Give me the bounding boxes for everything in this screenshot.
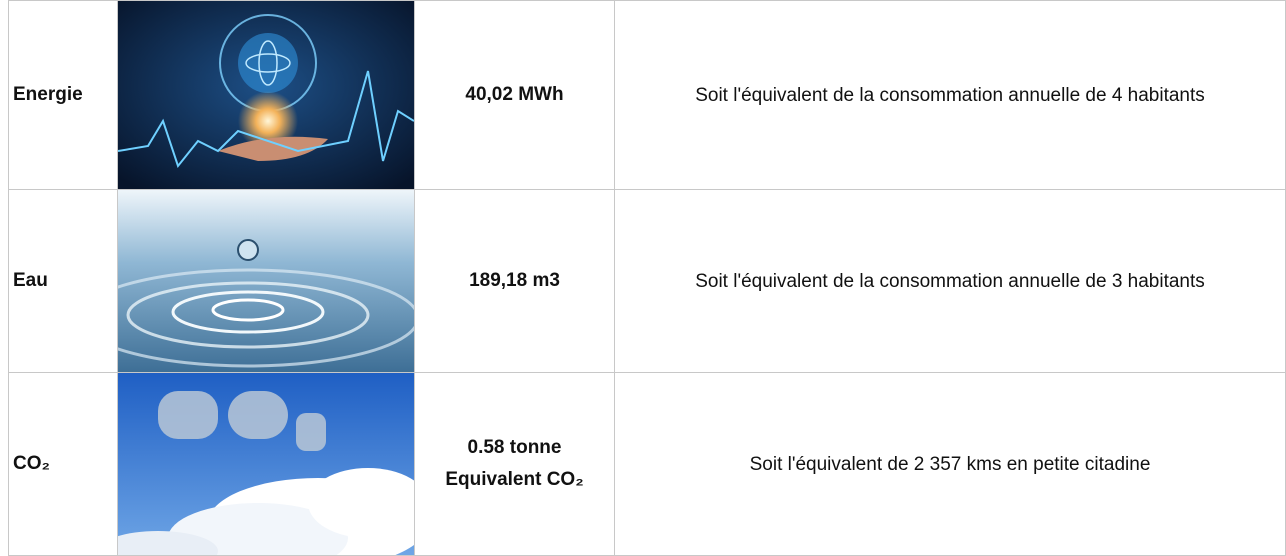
row-value: 189,18 m3 [414, 189, 615, 373]
image-cell [117, 0, 415, 190]
row-description: Soit l'équivalent de 2 357 kms en petite… [614, 372, 1286, 556]
co2-image [118, 373, 414, 555]
row-description: Soit l'équivalent de la consommation ann… [614, 0, 1286, 190]
image-cell [117, 372, 415, 556]
row-value: 40,02 MWh [414, 0, 615, 190]
energy-image [118, 1, 414, 189]
row-label: Eau [8, 189, 118, 373]
row-label: CO₂ [8, 372, 118, 556]
water-image [118, 190, 414, 372]
table-row: CO₂ 0.58 tonne Equivalent CO₂ Soit l'équ… [8, 372, 1286, 556]
impact-table: Energie 40,02 MWh Soit l'équivalent de l… [8, 0, 1286, 556]
row-description: Soit l'équivalent de la consommation ann… [614, 189, 1286, 373]
row-label: Energie [8, 0, 118, 190]
table-row: Energie 40,02 MWh Soit l'équivalent de l… [8, 0, 1286, 190]
image-cell [117, 189, 415, 373]
row-value: 0.58 tonne Equivalent CO₂ [414, 372, 615, 556]
table-row: Eau 189,18 m3 Soit l'équivalent de la co… [8, 189, 1286, 373]
